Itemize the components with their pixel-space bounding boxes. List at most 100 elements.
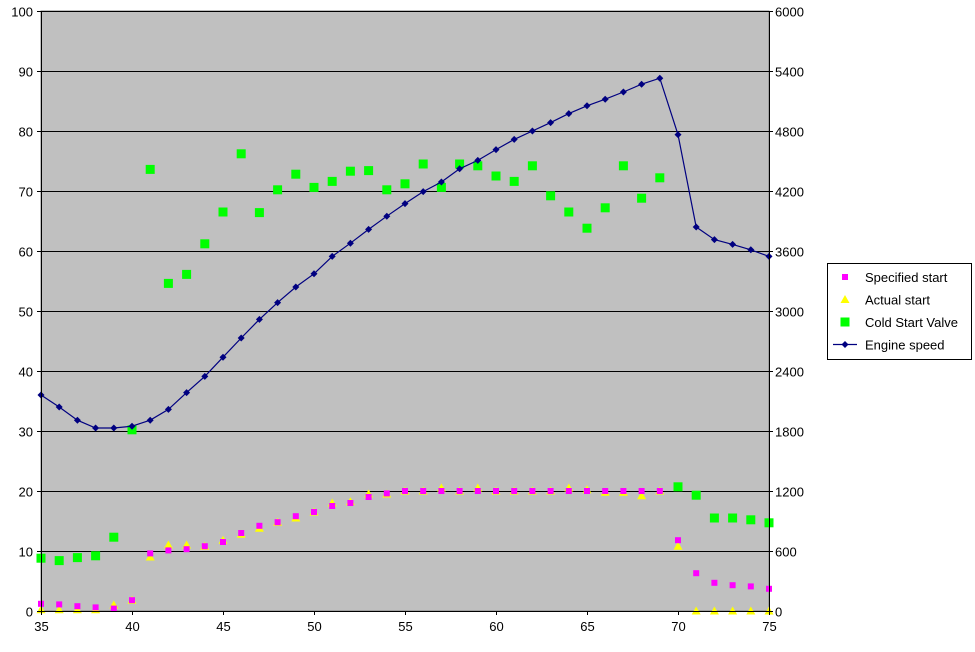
data-point-specified-start-37 [74, 603, 81, 610]
data-point-engine-speed-47 [255, 315, 263, 323]
data-point-cold-start-valve-71 [691, 490, 701, 500]
y-tick-label-30: 30 [19, 425, 33, 440]
data-point-cold-start-valve-61 [509, 176, 519, 186]
data-point-specified-start-50 [311, 509, 317, 515]
data-point-engine-speed-54 [383, 212, 391, 220]
y-tick-label-80: 80 [19, 125, 33, 140]
plot-area [36, 10, 774, 615]
data-point-cold-start-valve-70 [673, 482, 683, 492]
data-point-engine-speed-55 [401, 200, 409, 208]
data-point-cold-start-valve-50 [309, 182, 319, 192]
data-point-cold-start-valve-44 [200, 239, 210, 249]
data-point-cold-start-valve-73 [728, 513, 738, 523]
data-point-engine-speed-56 [419, 188, 427, 196]
data-point-specified-start-43 [183, 546, 190, 553]
data-point-specified-start-74 [747, 583, 754, 590]
data-point-engine-speed-39 [110, 424, 118, 432]
data-point-actual-start-74 [746, 606, 756, 615]
data-point-engine-speed-66 [601, 95, 609, 103]
data-point-cold-start-valve-42 [163, 278, 173, 288]
y2-tick-label-600: 600 [775, 545, 797, 560]
data-point-specified-start-44 [201, 543, 208, 550]
data-point-engine-speed-72 [710, 236, 718, 244]
series-engine-speed [37, 74, 773, 432]
data-point-specified-start-59 [474, 488, 481, 494]
data-point-specified-start-63 [547, 488, 554, 494]
y2-tick-label-0: 0 [775, 605, 782, 620]
y-tick-label-0: 0 [26, 605, 33, 620]
data-point-engine-speed-43 [183, 389, 191, 397]
legend-label-specified-start: Specified start [865, 270, 948, 285]
data-point-specified-start-61 [511, 488, 518, 494]
data-point-specified-start-36 [56, 601, 63, 608]
data-point-specified-start-52 [347, 500, 354, 506]
data-point-cold-start-valve-57 [436, 182, 446, 192]
data-point-cold-start-valve-72 [709, 513, 719, 523]
legend-item-specified-start: Specified start [842, 270, 948, 285]
y-tick-label-40: 40 [19, 365, 33, 380]
x-tick-label-70: 70 [671, 619, 685, 634]
data-point-specified-start-68 [638, 488, 645, 494]
data-point-cold-start-valve-36 [54, 556, 64, 566]
data-point-engine-speed-60 [492, 146, 500, 154]
y-tick-label-10: 10 [19, 545, 33, 560]
data-point-cold-start-valve-49 [291, 169, 301, 179]
data-point-cold-start-valve-38 [91, 551, 101, 561]
data-point-specified-start-39 [110, 605, 117, 612]
y-tick-label-100: 100 [11, 5, 33, 20]
data-point-engine-speed-53 [365, 225, 373, 233]
data-point-engine-speed-71 [692, 223, 700, 231]
legend-marker-actual-start [840, 295, 850, 303]
data-point-engine-speed-62 [528, 127, 536, 135]
data-point-specified-start-53 [365, 494, 372, 500]
data-point-specified-start-69 [656, 488, 663, 494]
data-point-specified-start-64 [565, 488, 572, 494]
data-point-cold-start-valve-48 [273, 185, 283, 195]
y2-tick-label-1200: 1200 [775, 485, 804, 500]
y2-tick-label-1800: 1800 [775, 425, 804, 440]
data-point-cold-start-valve-40 [127, 425, 137, 435]
data-point-specified-start-70 [675, 537, 681, 544]
data-point-engine-speed-61 [510, 135, 518, 143]
legend-marker-cold-start-valve [840, 317, 850, 327]
data-point-cold-start-valve-56 [418, 159, 428, 169]
data-point-cold-start-valve-54 [382, 185, 392, 195]
data-point-specified-start-66 [602, 488, 609, 494]
data-point-cold-start-valve-60 [491, 171, 501, 181]
data-point-specified-start-71 [693, 570, 700, 577]
series-specified-start [38, 488, 772, 612]
y-tick-label-20: 20 [19, 485, 33, 500]
data-point-cold-start-valve-53 [364, 166, 374, 176]
y2-tick-label-3000: 3000 [775, 305, 804, 320]
y2-tick-label-2400: 2400 [775, 365, 804, 380]
legend-marker-engine-speed [841, 341, 849, 348]
data-point-engine-speed-48 [274, 299, 282, 307]
data-point-cold-start-valve-55 [400, 179, 410, 189]
data-point-cold-start-valve-45 [218, 207, 228, 217]
data-point-engine-speed-74 [747, 246, 755, 254]
data-point-cold-start-valve-37 [72, 553, 82, 563]
x-tick-label-45: 45 [216, 619, 230, 634]
data-point-cold-start-valve-47 [254, 208, 264, 218]
data-point-cold-start-valve-41 [145, 164, 155, 174]
data-point-cold-start-valve-67 [618, 161, 628, 171]
data-point-specified-start-72 [711, 579, 718, 586]
data-point-engine-speed-59 [474, 156, 482, 164]
x-tick-label-50: 50 [307, 619, 321, 634]
data-point-specified-start-41 [147, 550, 154, 557]
y2-tick-label-4800: 4800 [775, 125, 804, 140]
legend: Specified start Actual start Cold Start Va… [827, 263, 972, 360]
data-point-specified-start-40 [129, 597, 135, 604]
data-point-engine-speed-38 [92, 424, 100, 432]
data-point-engine-speed-36 [55, 403, 63, 411]
data-point-actual-start-41 [145, 552, 155, 561]
y2-tick-label-3600: 3600 [775, 245, 804, 260]
data-point-engine-speed-46 [237, 334, 245, 342]
x-tick-label-55: 55 [398, 619, 412, 634]
data-point-cold-start-valve-63 [546, 191, 556, 201]
data-point-specified-start-42 [165, 547, 172, 554]
data-point-engine-speed-52 [346, 239, 354, 247]
data-point-actual-start-70 [673, 541, 683, 550]
legend-marker-specified-start [842, 274, 848, 280]
